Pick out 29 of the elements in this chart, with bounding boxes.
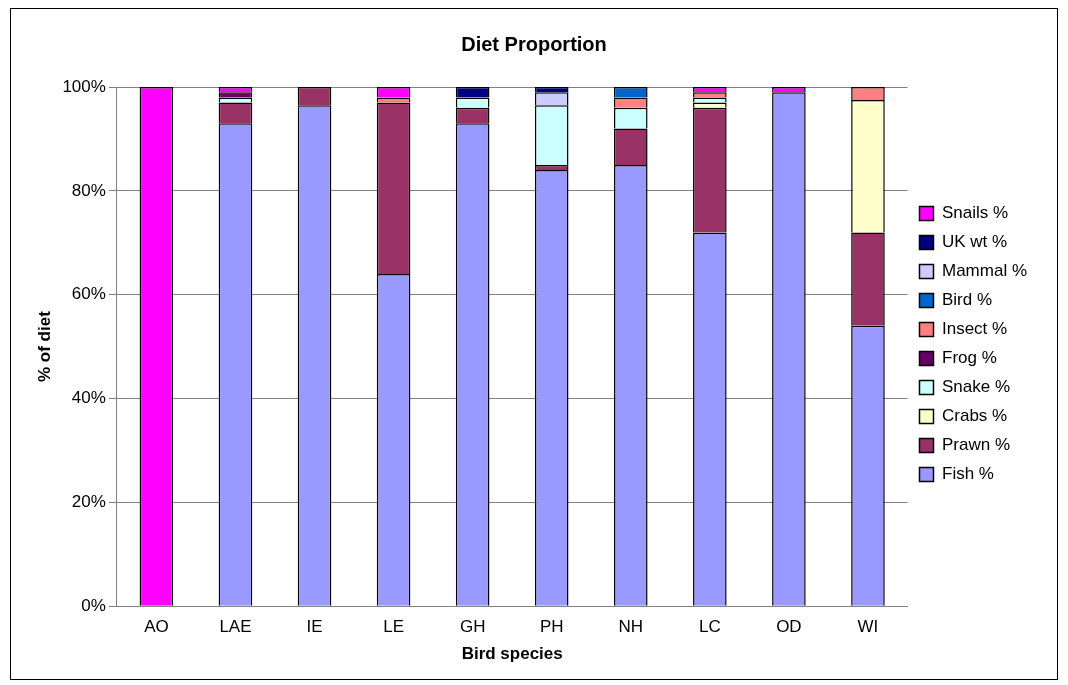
legend-label: Crabs %: [941, 406, 1008, 426]
y-tick-label: 0%: [81, 595, 106, 615]
legend-label: Frog %: [941, 348, 997, 368]
x-tick-label: IE: [306, 617, 323, 637]
y-axis-title: % of diet: [34, 310, 54, 383]
y-tick-label: 80%: [71, 180, 106, 200]
legend-label: Prawn %: [941, 435, 1011, 455]
x-tick-label: PH: [539, 617, 564, 637]
x-tick-label: LE: [383, 617, 404, 637]
x-tick-label: NH: [618, 617, 644, 637]
chart-title: Diet Proportion: [461, 32, 607, 55]
y-tick-label: 60%: [71, 284, 106, 304]
x-tick-label: WI: [857, 617, 879, 637]
y-tick-label: 20%: [71, 492, 106, 512]
legend-label: Bird %: [941, 290, 993, 310]
legend-label: Insect %: [941, 319, 1008, 339]
legend-label: Fish %: [941, 464, 994, 484]
x-tick-label: LC: [698, 617, 721, 637]
y-tick-label: 100%: [62, 76, 106, 96]
x-axis-title: Bird species: [461, 644, 563, 664]
x-tick-label: GH: [459, 617, 486, 637]
x-tick-label: LAE: [219, 617, 252, 637]
legend-label: Snake %: [941, 377, 1011, 397]
x-tick-label: AO: [144, 617, 169, 637]
x-tick-label: OD: [776, 617, 802, 637]
y-tick-label: 40%: [71, 388, 106, 408]
legend-label: UK wt %: [941, 232, 1008, 252]
legend-label: Snails %: [941, 203, 1009, 223]
legend-label: Mammal %: [941, 261, 1028, 281]
